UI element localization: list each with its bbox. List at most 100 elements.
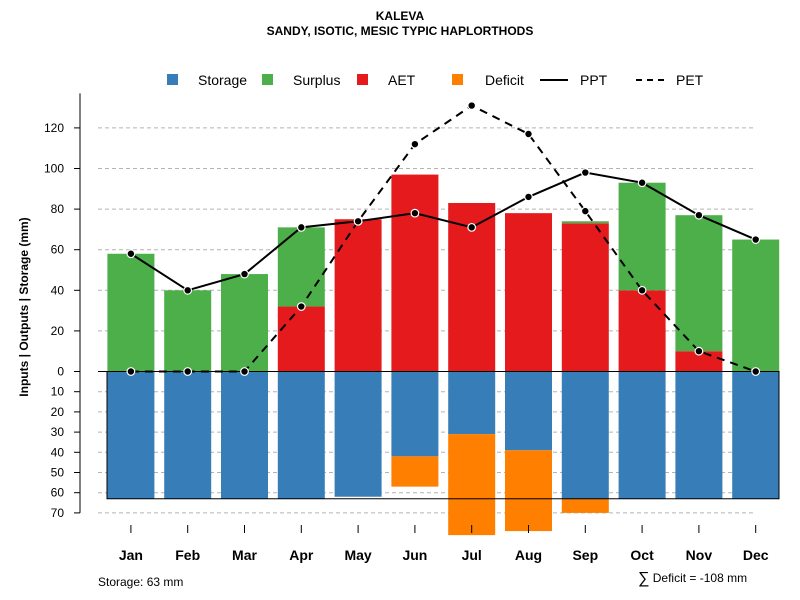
y-tick-label: 0: [57, 365, 64, 379]
deficit-bar: [448, 434, 496, 536]
x-tick-label: Apr: [289, 547, 314, 563]
legend: Storage Surplus AET Deficit PPT PET: [0, 70, 800, 90]
x-tick-label: Dec: [743, 547, 769, 563]
deficit-footnote: ∑ Deficit = -108 mm: [638, 570, 747, 588]
deficit-footnote-text: Deficit = -108 mm: [652, 571, 748, 585]
legend-surplus-label: Surplus: [293, 72, 341, 88]
storage-bar: [675, 371, 723, 499]
deficit-bar: [561, 498, 609, 513]
legend-ppt-label: PPT: [580, 72, 608, 88]
surplus-bar: [732, 239, 780, 372]
pet-point: [580, 206, 590, 216]
surplus-bar: [618, 182, 666, 291]
x-tick-label: Jul: [462, 547, 482, 563]
storage-bar: [618, 371, 666, 499]
ppt-point: [694, 210, 704, 220]
legend-storage-swatch: [167, 74, 178, 85]
storage-bar: [107, 371, 155, 499]
storage-bar: [448, 371, 496, 435]
ppt-point: [637, 178, 647, 188]
y-tick-label: 30: [51, 425, 65, 439]
legend-storage-label: Storage: [198, 72, 248, 88]
legend-pet-label: PET: [676, 72, 704, 88]
pet-line: [130, 104, 757, 373]
surplus-bar: [107, 253, 155, 372]
y-tick-label: 70: [51, 506, 65, 520]
aet-bar: [277, 306, 325, 372]
ppt-point: [580, 168, 590, 177]
ppt-point: [126, 249, 136, 259]
ppt-point: [183, 285, 193, 295]
surplus-bar: [561, 221, 609, 224]
ppt-point: [524, 192, 533, 202]
x-tick-label: May: [344, 547, 371, 563]
y-tick-label: 50: [51, 466, 65, 480]
legend-pet-line: [636, 79, 664, 81]
storage-bar: [391, 371, 439, 457]
deficit-bar: [391, 456, 439, 487]
ppt-point: [240, 269, 249, 279]
storage-bar: [732, 371, 780, 499]
x-tick-label: Mar: [232, 547, 257, 563]
storage-bar: [164, 371, 212, 499]
pet-point: [126, 367, 136, 376]
surplus-bar: [221, 274, 268, 372]
x-tick-label: Nov: [686, 547, 713, 563]
aet-bar: [618, 290, 666, 372]
surplus-bar: [675, 215, 723, 352]
storage-bar: [334, 371, 382, 497]
pet-point: [751, 367, 761, 376]
y-tick-label: 120: [44, 121, 64, 135]
ppt-point: [410, 208, 420, 218]
ppt-point: [751, 235, 761, 244]
ppt-point: [296, 222, 306, 232]
y-tick-label: 100: [44, 162, 64, 176]
y-tick-label: 10: [51, 385, 65, 399]
storage-bar: [277, 371, 325, 499]
y-tick-label: 60: [51, 243, 65, 257]
legend-aet-swatch: [357, 74, 368, 85]
aet-bar: [391, 174, 439, 372]
x-tick-label: Jan: [119, 547, 143, 563]
storage-bar: [561, 371, 609, 499]
ppt-point: [467, 222, 477, 232]
surplus-bar: [164, 290, 212, 372]
pet-point: [694, 346, 704, 356]
x-tick-label: Aug: [515, 547, 542, 563]
x-tick-label: Feb: [175, 547, 200, 563]
legend-deficit-label: Deficit: [485, 72, 524, 88]
y-tick-label: 20: [51, 324, 65, 338]
pet-point: [240, 367, 249, 376]
ppt-line: [130, 171, 757, 292]
surplus-bar: [277, 227, 325, 307]
legend-surplus-swatch: [262, 74, 273, 85]
y-tick-label: 40: [51, 283, 65, 297]
storage-bar: [505, 371, 552, 451]
pet-point: [524, 129, 533, 139]
ppt-point: [353, 216, 363, 226]
storage-footnote: Storage: 63 mm: [98, 575, 184, 589]
y-tick-label: 40: [51, 445, 65, 459]
y-tick-label: 60: [51, 486, 65, 500]
x-tick-label: Oct: [630, 547, 654, 563]
aet-bar: [334, 219, 382, 372]
y-tick-label: 20: [51, 405, 65, 419]
legend-deficit-swatch: [452, 74, 463, 85]
aet-bar: [561, 223, 609, 372]
pet-point: [410, 139, 420, 149]
legend-ppt-line: [540, 79, 568, 81]
x-tick-label: Jun: [402, 547, 427, 563]
chart-title: KALEVA: [375, 9, 425, 23]
chart-subtitle: SANDY, ISOTIC, MESIC TYPIC HAPLORTHODS: [266, 24, 534, 38]
sigma-symbol: ∑: [638, 570, 650, 587]
pet-point: [296, 302, 306, 311]
y-tick-label: 80: [51, 202, 65, 216]
aet-bar: [505, 213, 552, 372]
storage-bar: [221, 371, 268, 499]
x-tick-label: Sep: [572, 547, 598, 563]
pet-point: [467, 101, 477, 110]
deficit-bar: [505, 450, 552, 532]
legend-aet-label: AET: [388, 72, 416, 88]
pet-point: [637, 285, 647, 295]
